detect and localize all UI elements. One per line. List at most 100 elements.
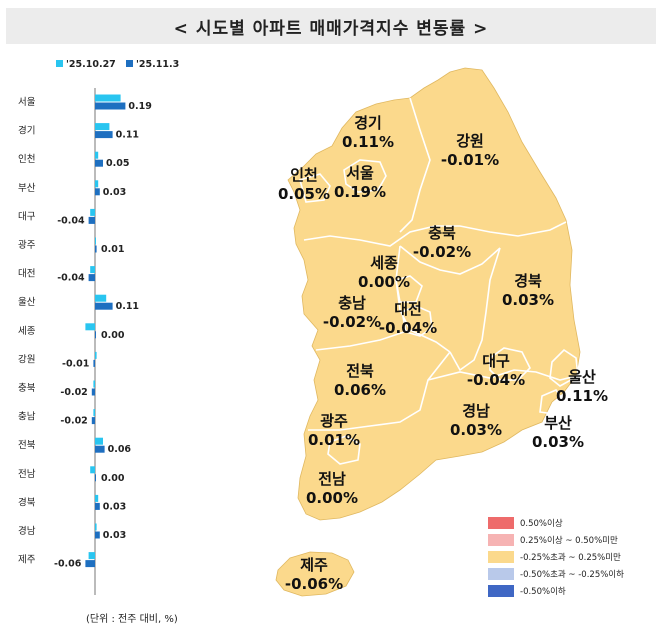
- border-incheon: [299, 173, 331, 203]
- map-region-name: 광주: [320, 412, 348, 430]
- border-gyeonggi-gangwon: [399, 97, 431, 233]
- data-label: -0.02: [60, 387, 87, 398]
- map-region-value: -0.04%: [379, 319, 437, 337]
- category-label: 대구: [18, 211, 36, 222]
- bar-series-2: [91, 417, 95, 425]
- legend-swatch-1: [56, 60, 63, 67]
- map-label: 충북-0.02%: [413, 224, 471, 261]
- bar-series-2: [93, 359, 95, 367]
- category-label: 충북: [18, 383, 36, 394]
- border-busan: [539, 389, 565, 415]
- category-label: 서울: [18, 97, 36, 108]
- map-region-value: 0.03%: [450, 421, 502, 439]
- category-label: 경북: [18, 496, 36, 508]
- data-label: -0.04: [57, 215, 85, 226]
- map-region-value: -0.02%: [323, 313, 381, 331]
- bar-series-2: [95, 131, 113, 139]
- map-region-name: 전남: [318, 470, 346, 488]
- map-region-value: 0.06%: [334, 381, 386, 399]
- data-label: 0.00: [101, 473, 125, 484]
- category-label: 인천: [18, 154, 35, 165]
- data-label: 0.00: [101, 330, 125, 341]
- map-legend-label: 0.25%이상 ~ 0.50%미만: [520, 535, 618, 546]
- bar-series-1: [95, 437, 103, 445]
- bar-series-2: [95, 331, 96, 339]
- bar-series-2: [95, 302, 113, 310]
- bar-series-1: [95, 523, 97, 531]
- map-region-value: 0.00%: [358, 273, 410, 291]
- jeju-region: [275, 551, 355, 597]
- map-label: 경기0.11%: [342, 114, 394, 151]
- bar-series-1: [95, 94, 121, 102]
- category-label: 전북: [18, 440, 36, 451]
- map-legend-item: 0.25%이상 ~ 0.50%미만: [488, 531, 624, 548]
- map-legend-swatch: [488, 533, 514, 546]
- map-label: 인천0.05%: [278, 166, 330, 203]
- category-label: 대전: [18, 269, 35, 280]
- category-label: 울산: [18, 297, 36, 308]
- category-label: 광주: [18, 239, 36, 251]
- map-legend-item: 0.50%이상: [488, 514, 624, 531]
- map-region-name: 제주: [300, 556, 328, 574]
- border-gwangju: [327, 435, 361, 465]
- map-legend-item: -0.50%이하: [488, 582, 624, 599]
- map-label: 전북0.06%: [334, 362, 386, 399]
- map-legend-label: -0.50%초과 ~ -0.25%이하: [520, 569, 624, 580]
- map-region-value: 0.03%: [532, 433, 584, 451]
- data-label: -0.06: [54, 559, 82, 570]
- border-daejeon: [401, 305, 433, 337]
- map-region-value: -0.01%: [441, 151, 499, 169]
- map-region-value: 0.11%: [342, 133, 394, 151]
- data-label: -0.04: [57, 273, 85, 284]
- category-label: 경기: [18, 125, 35, 137]
- bar-series-1: [85, 323, 95, 331]
- category-label: 충남: [18, 412, 36, 423]
- map-region-value: -0.06%: [285, 575, 343, 593]
- data-label: 0.03: [103, 501, 126, 512]
- map-region-value: -0.02%: [413, 243, 471, 261]
- legend-label-2: '25.11.3: [136, 59, 179, 70]
- map-region-value: 0.01%: [308, 431, 360, 449]
- data-label: -0.02: [60, 416, 87, 427]
- title-bar: < 시도별 아파트 매매가격지수 변동률 >: [6, 8, 656, 44]
- bar-series-1: [95, 351, 97, 359]
- map-legend-item: -0.25%초과 ~ 0.25%미만: [488, 548, 624, 565]
- map-legend-swatch: [488, 584, 514, 597]
- bar-series-2: [95, 474, 96, 482]
- bar-series-1: [95, 123, 110, 131]
- bar-series-1: [88, 552, 95, 560]
- map-region-name: 충북: [428, 224, 456, 242]
- bar-series-1: [90, 266, 95, 274]
- bar-series-2: [95, 159, 103, 167]
- map-region-value: 0.19%: [334, 183, 386, 201]
- border-gyeongnam-north: [427, 369, 577, 381]
- category-label: 세종: [18, 326, 36, 337]
- map-borders: [299, 97, 579, 465]
- bar-series-1: [95, 237, 96, 245]
- bar-chart: '25.10.27 '25.11.3 서울 0.19 경기 0.11 인천 0.05 부산 0.0…: [18, 59, 179, 595]
- map-legend-label: 0.50%이상: [520, 518, 563, 529]
- map-legend-item: -0.50%초과 ~ -0.25%이하: [488, 565, 624, 582]
- map-legend-label: -0.50%이하: [520, 586, 566, 597]
- map-label: 부산0.03%: [532, 414, 584, 451]
- category-label: 강원: [18, 354, 35, 365]
- bar-series-2: [91, 388, 95, 396]
- bar-series-2: [88, 274, 95, 282]
- bar-series-1: [93, 409, 95, 417]
- mainland-region: [287, 67, 581, 521]
- map-region-name: 경북: [514, 272, 542, 290]
- bar-series-2: [88, 216, 95, 224]
- legend-swatch-2: [126, 60, 133, 67]
- map-label: 대구-0.04%: [467, 352, 525, 389]
- bar-series-1: [95, 151, 99, 159]
- map-region-name: 서울: [346, 164, 374, 182]
- border-chungnam-east: [395, 245, 451, 353]
- data-label: 0.06: [108, 444, 132, 455]
- border-ulsan: [549, 348, 579, 387]
- map-region-name: 울산: [568, 368, 596, 386]
- data-label: 0.11: [116, 301, 139, 312]
- map-region-name: 세종: [370, 254, 398, 272]
- map-label: 서울0.19%: [334, 164, 386, 201]
- bar-series-2: [95, 102, 126, 110]
- map-region-name: 대전: [394, 300, 422, 318]
